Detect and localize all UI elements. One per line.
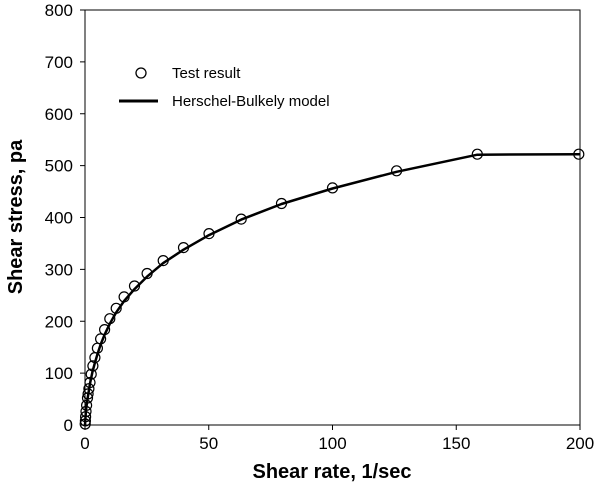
- test-result-point: [275, 197, 288, 210]
- test-result-point: [87, 360, 99, 372]
- legend-test-result-marker: [135, 67, 147, 79]
- y-tick-label: 400: [45, 209, 73, 228]
- x-axis-ticks: 0 50 100 150 200: [80, 425, 594, 453]
- test-result-point: [235, 213, 247, 225]
- y-tick-label: 800: [45, 1, 73, 20]
- y-tick-label: 500: [45, 157, 73, 176]
- y-tick-label: 100: [45, 364, 73, 383]
- x-tick-label: 150: [442, 434, 470, 453]
- y-tick-label: 200: [45, 312, 73, 331]
- test-result-point: [104, 313, 116, 325]
- test-result-point: [157, 255, 169, 267]
- test-result-point: [203, 228, 215, 240]
- x-axis-title: Shear rate, 1/sec: [253, 461, 412, 483]
- test-result-point: [110, 302, 122, 314]
- test-result-point: [326, 182, 339, 194]
- test-result-point: [118, 291, 130, 303]
- test-result-point: [98, 324, 111, 336]
- test-result-point: [177, 242, 190, 254]
- test-result-point: [80, 399, 93, 411]
- test-result-series: [79, 148, 585, 430]
- test-result-point: [79, 418, 91, 430]
- x-tick-label: 50: [199, 434, 218, 453]
- test-result-point: [79, 411, 92, 423]
- test-result-point: [83, 383, 95, 395]
- test-result-point: [82, 388, 94, 400]
- y-tick-label: 300: [45, 260, 73, 279]
- test-result-point: [141, 267, 153, 280]
- y-axis-title: Shear stress, pa: [5, 139, 27, 294]
- legend-test-result-label: Test result: [172, 65, 241, 82]
- x-tick-label: 200: [566, 434, 594, 453]
- test-result-point: [80, 405, 92, 418]
- y-tick-label: 0: [64, 416, 73, 435]
- x-tick-label: 100: [318, 434, 346, 453]
- y-tick-label: 600: [45, 105, 73, 124]
- plot-area: [84, 9, 581, 426]
- test-result-point: [94, 333, 107, 345]
- legend-model-label: Herschel-Bulkely model: [172, 93, 330, 110]
- test-result-point: [84, 376, 96, 389]
- x-tick-label: 0: [80, 434, 89, 453]
- test-result-point: [471, 148, 483, 160]
- test-result-point: [85, 368, 97, 380]
- y-axis-ticks: 0 100 200 300 400 500 600 700 800: [45, 1, 85, 435]
- test-result-point: [573, 148, 585, 160]
- test-result-point: [128, 280, 141, 292]
- test-result-point: [391, 165, 403, 177]
- legend: Test result Herschel-Bulkely model: [119, 65, 330, 110]
- y-tick-label: 700: [45, 53, 73, 72]
